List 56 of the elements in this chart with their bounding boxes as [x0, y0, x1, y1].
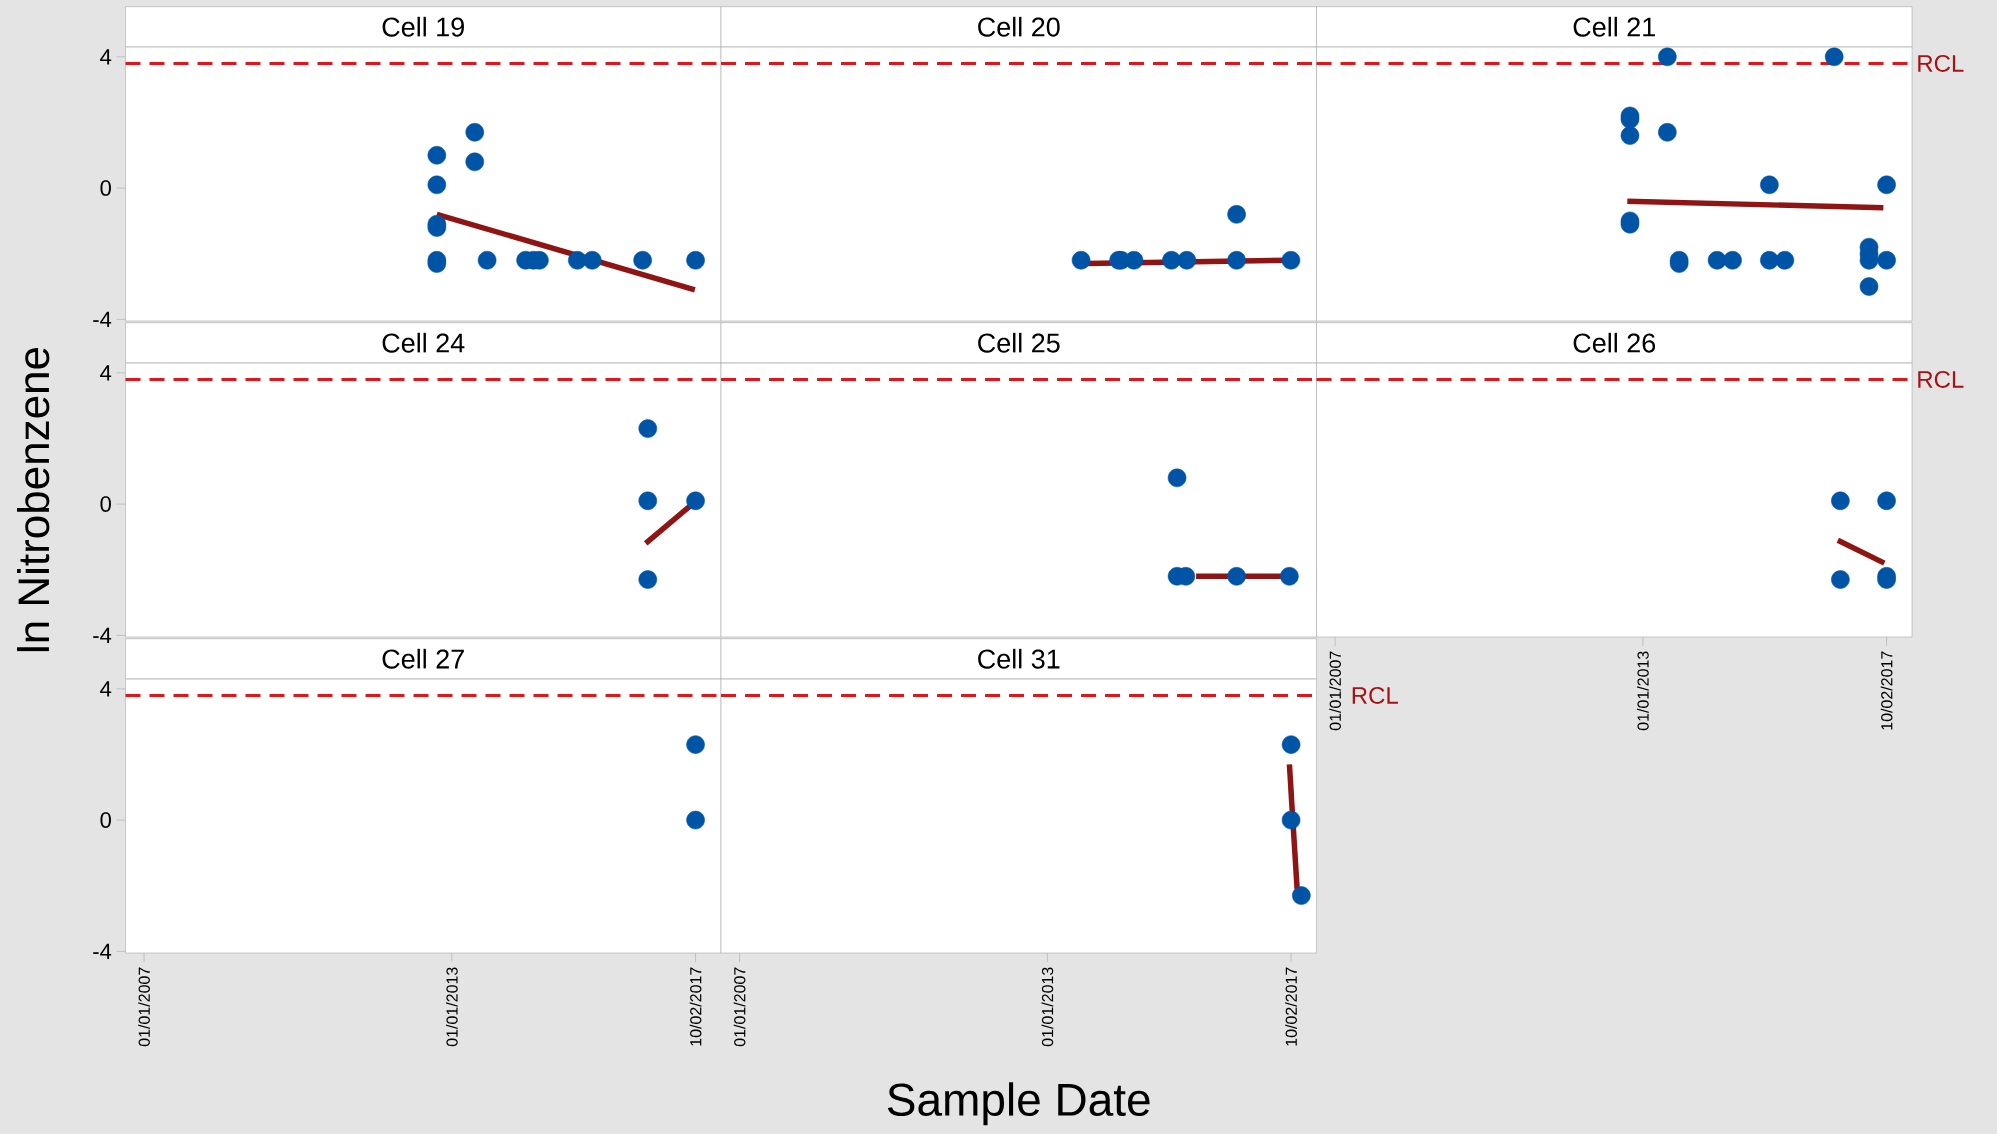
point	[465, 123, 485, 142]
chart-title: Cell 24	[382, 332, 465, 353]
y-tick-label: -4	[93, 311, 112, 327]
x-tick-label: 01/01/2013	[445, 967, 458, 1047]
y-tick-label: -4	[93, 943, 112, 959]
point	[1877, 175, 1896, 195]
point	[477, 251, 497, 270]
point	[1658, 123, 1677, 142]
point	[638, 419, 658, 438]
point	[1775, 251, 1795, 270]
point	[1760, 175, 1779, 195]
x-tick-label: 01/01/2007	[1329, 651, 1341, 731]
x-tick-label: 01/01/2007	[733, 967, 746, 1047]
x-tick-label: 10/02/2017	[1880, 651, 1893, 730]
point	[1658, 47, 1677, 67]
ref-line-label: RCL	[1918, 370, 1964, 388]
chart-title: Cell 26	[1573, 332, 1656, 353]
y-tick-label: 0	[100, 180, 111, 196]
y-tick-label: 0	[100, 496, 111, 512]
chart-title: Cell 27	[382, 648, 464, 669]
point	[1824, 47, 1844, 67]
y-tick-label: 4	[100, 49, 112, 65]
point	[1707, 251, 1727, 270]
point	[1760, 251, 1779, 270]
point	[633, 251, 652, 270]
y-tick-label: 4	[100, 681, 112, 697]
ref-line-label: RCL	[1352, 686, 1398, 704]
chart-title: Cell 25	[978, 332, 1060, 353]
point	[465, 152, 485, 172]
chart-title: Cell 21	[1573, 16, 1655, 37]
chart-title: Cell 19	[382, 16, 464, 37]
point	[686, 491, 705, 511]
point	[1723, 251, 1742, 270]
x-axis-title: Sample Date	[887, 1082, 1150, 1126]
point	[638, 570, 658, 589]
y-tick-label: -4	[93, 627, 112, 643]
point	[1620, 126, 1640, 145]
y-tick-label: 4	[100, 365, 112, 381]
point	[1877, 251, 1896, 270]
y-tick-label: 0	[100, 812, 111, 828]
chart-title: Cell 31	[978, 648, 1060, 669]
ref-line-label: RCL	[1918, 54, 1964, 72]
y-axis-title: ln Nitrobenzene	[17, 347, 50, 652]
x-tick-label: 01/01/2013	[1637, 651, 1649, 731]
x-tick-label: 10/02/2017	[689, 967, 702, 1046]
point	[1859, 277, 1879, 296]
chart-title: Cell 20	[978, 16, 1060, 37]
x-tick-label: 10/02/2017	[1285, 967, 1297, 1046]
x-tick-label: 01/01/2007	[138, 967, 150, 1047]
point	[686, 251, 705, 270]
x-tick-label: 01/01/2013	[1041, 967, 1054, 1047]
point	[427, 175, 447, 195]
point	[427, 146, 447, 165]
point	[582, 251, 602, 270]
point	[638, 491, 658, 511]
point	[568, 251, 587, 270]
